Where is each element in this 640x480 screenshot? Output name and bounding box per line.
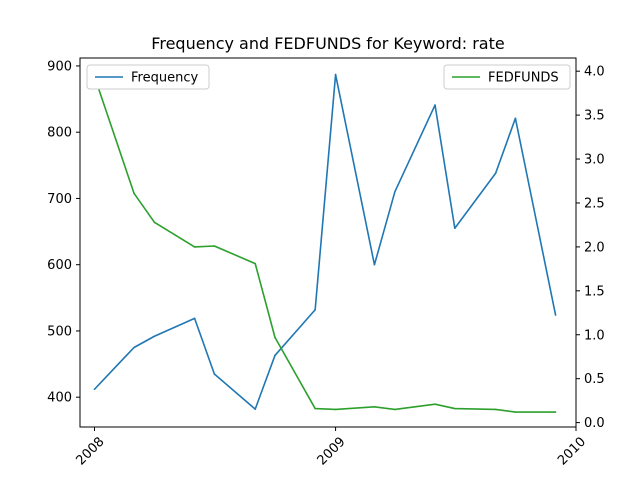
data-point-fedfunds	[334, 408, 337, 411]
data-point-fedfunds	[454, 407, 456, 410]
legend-frequency: Frequency	[86, 64, 210, 90]
series-line-frequency	[93, 73, 557, 410]
right-y-tick-label: 3.5	[584, 109, 605, 124]
x-axis: 2008 2009 2010	[74, 427, 589, 468]
data-point-frequency	[193, 317, 196, 320]
right-y-tick-label: 1.5	[584, 284, 605, 299]
data-point-frequency	[554, 314, 557, 316]
data-point-frequency	[254, 408, 257, 410]
data-point-fedfunds	[314, 407, 316, 410]
data-point-frequency	[454, 227, 456, 230]
data-point-fedfunds	[193, 246, 196, 248]
legend-fedfunds: FEDFUNDS	[443, 64, 571, 90]
right-y-axis: 0.0 0.5 1.0 1.5 2.0 2.5 3.0 3.5 4.0	[576, 65, 605, 431]
data-point-frequency	[314, 308, 316, 311]
data-point-frequency	[93, 388, 96, 391]
data-point-frequency	[334, 73, 337, 76]
x-tick-label: 2010	[555, 434, 589, 468]
left-y-axis: 400 500 600 700 800 900	[47, 59, 80, 406]
right-y-tick-label: 1.0	[584, 328, 605, 343]
data-point-fedfunds	[254, 262, 257, 265]
data-point-fedfunds	[554, 411, 557, 413]
data-point-fedfunds	[153, 221, 156, 224]
plot-frame	[79, 57, 577, 428]
data-point-fedfunds	[373, 405, 376, 408]
left-y-tick-label: 900	[47, 59, 72, 74]
left-y-tick-label: 700	[47, 192, 72, 207]
data-point-fedfunds	[213, 245, 216, 247]
plot-area	[79, 57, 577, 428]
series-line-fedfunds	[93, 76, 556, 413]
x-tick-label: 2009	[315, 434, 349, 468]
left-y-tick-label: 500	[47, 324, 72, 339]
left-y-tick-label: 800	[47, 126, 72, 141]
legend-label: Frequency	[131, 71, 198, 86]
right-y-tick-label: 2.0	[584, 240, 605, 255]
right-y-tick-label: 2.5	[584, 196, 605, 211]
legend-label: FEDFUNDS	[488, 71, 559, 86]
right-y-tick-label: 3.0	[584, 153, 605, 168]
left-y-tick-label: 600	[47, 258, 72, 273]
left-y-tick-label: 400	[47, 391, 72, 406]
data-point-fedfunds	[434, 403, 436, 405]
chart-title: Frequency and FEDFUNDS for Keyword: rate	[151, 34, 504, 53]
data-point-fedfunds	[514, 411, 517, 413]
data-point-frequency	[514, 117, 517, 120]
data-point-frequency	[373, 263, 376, 266]
data-point-fedfunds	[394, 408, 396, 411]
data-point-frequency	[274, 354, 276, 357]
data-point-frequency	[394, 191, 396, 193]
right-y-tick-label: 0.0	[584, 416, 605, 431]
right-y-tick-label: 0.5	[584, 372, 605, 387]
data-point-frequency	[153, 335, 156, 338]
data-point-frequency	[434, 104, 436, 106]
data-point-fedfunds	[133, 192, 135, 195]
data-point-frequency	[213, 373, 216, 375]
data-point-frequency	[133, 346, 135, 349]
legend-box	[86, 64, 210, 90]
data-point-frequency	[494, 172, 497, 175]
x-tick-label: 2008	[74, 434, 108, 468]
legend-box	[443, 64, 571, 90]
data-point-fedfunds	[494, 408, 497, 411]
right-y-tick-label: 4.0	[584, 65, 605, 80]
data-point-fedfunds	[274, 336, 276, 339]
